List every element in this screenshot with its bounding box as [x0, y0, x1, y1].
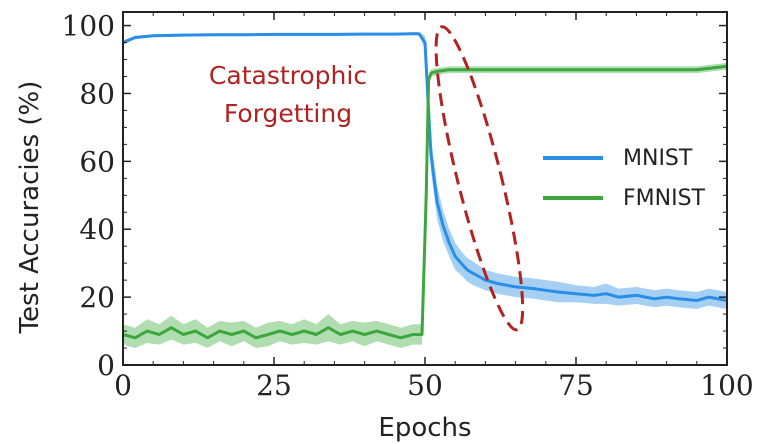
x-tick-label: 50: [407, 369, 443, 402]
y-tick-label: 80: [79, 77, 115, 110]
axis-ticks: 0 25 50 75 100 0 20 40 60 80 100: [62, 10, 754, 402]
series-line-mnist: [122, 32, 728, 302]
y-tick-label: 40: [79, 213, 115, 246]
forgetting-ellipse: [434, 25, 525, 332]
y-tick-label: 20: [79, 281, 115, 314]
annotation-text-line: Forgetting: [224, 99, 352, 128]
x-axis-label: Epochs: [378, 413, 471, 443]
x-tick-label: 100: [700, 369, 753, 402]
legend: MNIST FMNIST: [543, 146, 706, 211]
y-axis-label: Test Accuracies (%): [15, 81, 45, 335]
x-tick-label: 0: [114, 369, 132, 402]
y-tick-label: 0: [97, 349, 115, 382]
x-tick-label: 25: [256, 369, 292, 402]
annotation-text-line: Catastrophic: [209, 61, 367, 90]
legend-label-fmnist: FMNIST: [623, 186, 706, 211]
series-lines: [122, 32, 728, 340]
y-tick-label: 100: [62, 10, 115, 43]
series-line-fmnist: [122, 64, 728, 340]
y-tick-label: 60: [79, 145, 115, 178]
forgetting-annotation: Catastrophic Forgetting: [209, 25, 525, 332]
legend-label-mnist: MNIST: [623, 146, 693, 171]
x-tick-label: 75: [558, 369, 594, 402]
